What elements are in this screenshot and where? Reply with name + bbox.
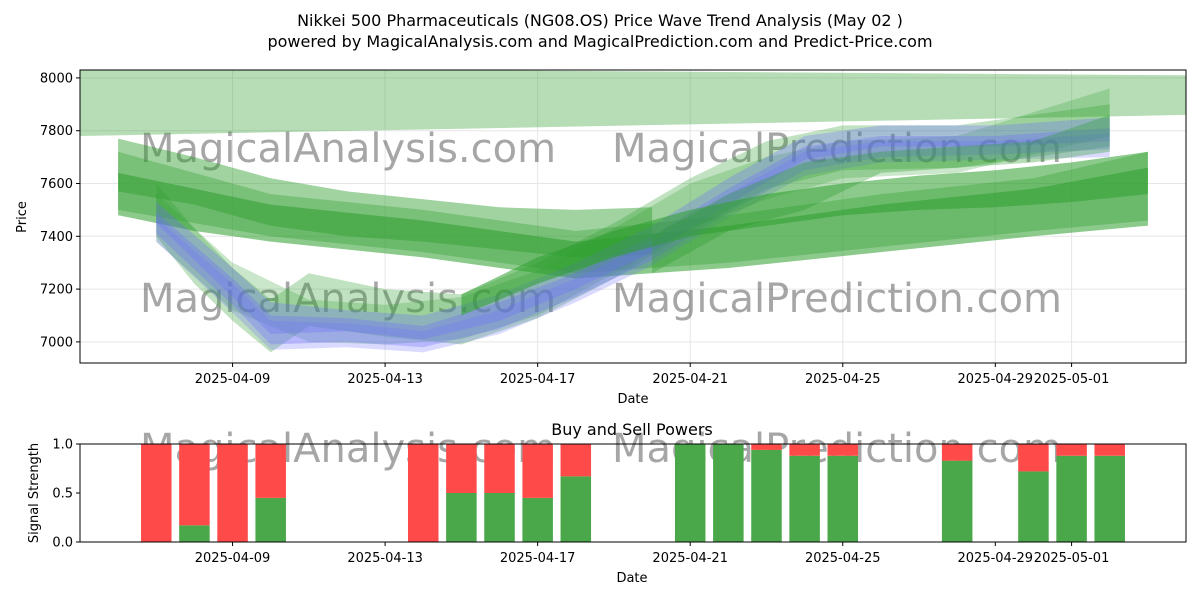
buy-bar <box>1094 455 1125 542</box>
blue-wave-band-8 <box>156 133 1110 353</box>
power-x-tick-label: 2025-04-25 <box>805 551 881 566</box>
sell-bar <box>941 444 973 461</box>
blue-wave-band-7 <box>156 128 1110 348</box>
watermark-prediction-top: MagicalPrediction.com <box>612 126 1062 172</box>
price-x-tick-label: 2025-05-01 <box>1034 372 1110 387</box>
buy-bar <box>446 493 477 542</box>
buy-bar <box>1056 455 1087 542</box>
sell-bar <box>789 444 820 456</box>
green-wave-band-10 <box>652 114 1110 274</box>
sell-bar <box>217 444 248 542</box>
green-wave-band-0 <box>80 70 1186 136</box>
price-y-tick-label: 8000 <box>40 71 73 86</box>
green-wave-band-2 <box>118 151 1148 274</box>
figure-subtitle: powered by MagicalAnalysis.com and Magic… <box>267 32 932 51</box>
buy-bar <box>484 493 515 542</box>
buy-bar <box>713 444 744 542</box>
price-y-tick-label: 7400 <box>40 230 73 245</box>
price-x-tick-label: 2025-04-09 <box>195 372 271 387</box>
sell-bar <box>141 444 172 542</box>
price-y-ticks: 7000 7200 7400 7600 7800 8000 <box>40 71 80 350</box>
power-y-axis-label: Signal Strength <box>27 443 42 543</box>
power-y-tick-label: 1.0 <box>52 438 73 453</box>
sell-bar <box>560 444 592 477</box>
sell-bar <box>751 444 782 450</box>
buy-bar <box>1018 471 1049 542</box>
power-x-ticks: 2025-04-09 2025-04-13 2025-04-17 2025-04-21… <box>195 542 1110 566</box>
green-wave-band-5 <box>156 88 1110 345</box>
sell-bar <box>179 444 210 526</box>
power-x-tick-label: 2025-04-21 <box>652 551 728 566</box>
price-x-tick-label: 2025-04-29 <box>958 372 1034 387</box>
green-wave-band-1 <box>118 167 1148 279</box>
buy-bar <box>560 476 592 542</box>
power-x-tick-label: 2025-04-13 <box>347 551 423 566</box>
power-x-axis-label: Date <box>616 571 647 586</box>
buy-bar <box>179 525 210 542</box>
power-x-tick-label: 2025-04-29 <box>958 551 1034 566</box>
price-y-tick-label: 7000 <box>40 335 73 350</box>
sell-bar <box>1056 444 1087 456</box>
sell-bar <box>484 444 515 493</box>
price-bands <box>80 70 1186 353</box>
price-y-tick-label: 7200 <box>40 283 73 298</box>
price-x-tick-label: 2025-04-13 <box>347 372 423 387</box>
sell-bar <box>1094 444 1125 456</box>
price-x-axis-label: Date <box>617 392 648 407</box>
buy-bar <box>522 497 553 542</box>
price-y-tick-label: 7600 <box>40 177 73 192</box>
price-x-tick-label: 2025-04-21 <box>652 372 728 387</box>
sell-bar <box>1018 444 1049 472</box>
sell-bar <box>522 444 553 498</box>
sell-bar <box>255 444 286 498</box>
price-chart-panel: MagicalAnalysis.com MagicalPrediction.co… <box>15 69 1187 407</box>
power-x-tick-label: 2025-05-01 <box>1034 551 1110 566</box>
price-y-axis-label: Price <box>15 201 30 233</box>
power-y-tick-label: 0.0 <box>52 536 73 551</box>
sell-bar <box>407 444 439 542</box>
power-chart-title: Buy and Sell Powers <box>551 420 713 439</box>
power-bars <box>141 444 1125 542</box>
price-x-tick-label: 2025-04-17 <box>500 372 576 387</box>
figure-title: Nikkei 500 Pharmaceuticals (NG08.OS) Pri… <box>297 11 903 30</box>
buy-bar <box>789 455 820 542</box>
power-y-ticks: 0.0 0.5 1.0 <box>52 438 80 551</box>
buy-bar <box>941 460 973 542</box>
price-y-tick-label: 7800 <box>40 124 73 139</box>
price-x-ticks: 2025-04-09 2025-04-13 2025-04-17 2025-04-21… <box>195 363 1110 387</box>
sell-bar <box>446 444 477 493</box>
price-x-tick-label: 2025-04-25 <box>805 372 881 387</box>
buy-bar <box>674 444 706 542</box>
power-chart-panel: Buy and Sell Powers MagicalAnalysis.com … <box>27 420 1187 586</box>
blue-wave-band-6 <box>156 117 1110 340</box>
buy-bar <box>751 449 782 542</box>
price-plot-frame <box>79 69 1187 364</box>
watermark-prediction-bottom: MagicalPrediction.com <box>612 276 1062 322</box>
buy-bar <box>255 497 286 542</box>
sell-bar <box>827 444 859 456</box>
green-wave-band-3 <box>118 138 653 258</box>
watermark-analysis-top: MagicalAnalysis.com <box>140 126 556 172</box>
green-wave-band-9 <box>461 151 1148 316</box>
power-x-tick-label: 2025-04-09 <box>195 551 271 566</box>
power-y-tick-label: 0.5 <box>52 487 73 502</box>
buy-bar <box>827 455 859 542</box>
power-x-tick-label: 2025-04-17 <box>500 551 576 566</box>
